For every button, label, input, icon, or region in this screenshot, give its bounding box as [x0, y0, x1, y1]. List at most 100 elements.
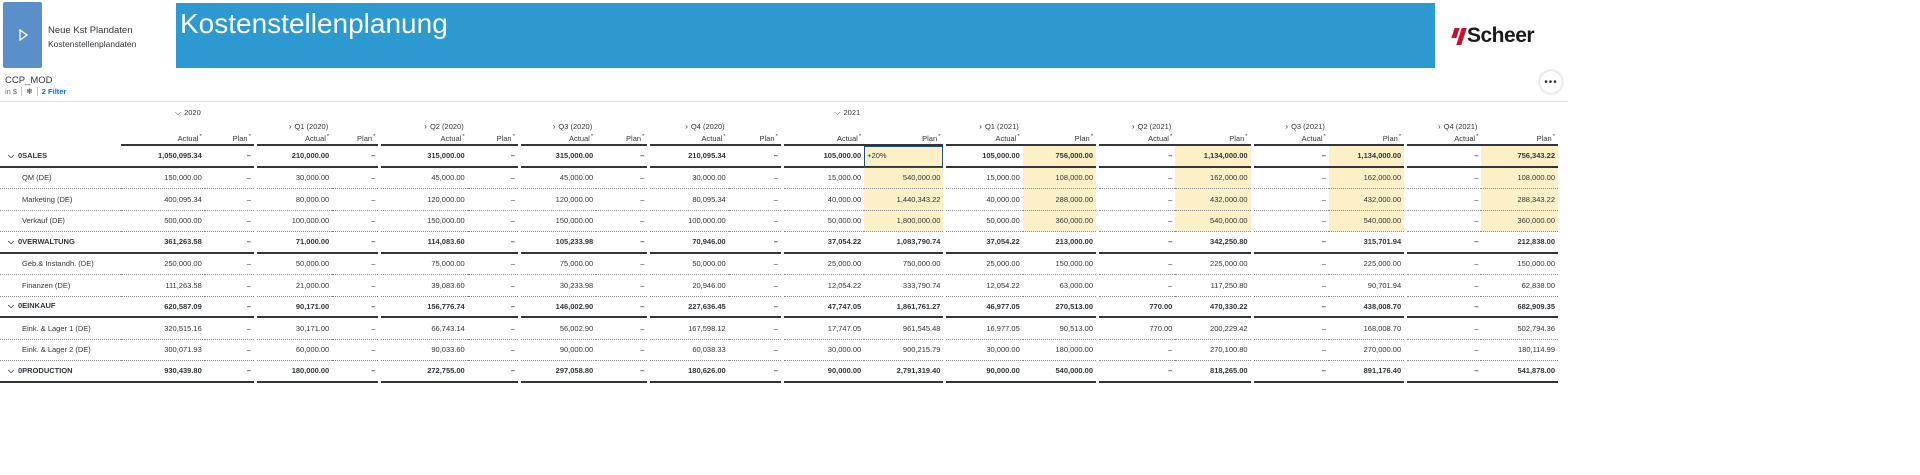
measure-header-plan[interactable]: Plan* [1022, 134, 1097, 146]
quarter-q1-2020-header[interactable]: › Q1 (2020) [288, 121, 329, 131]
plan-cell[interactable]: 540,000.00 [1328, 210, 1405, 232]
measure-header-actual[interactable]: Actual* [520, 134, 597, 146]
measure-header-plan[interactable]: Plan* [1175, 134, 1251, 146]
measure-header-actual[interactable]: Actual* [650, 134, 729, 146]
plan-cell[interactable]: 270,513.00 [1022, 297, 1097, 318]
plan-cell[interactable]: 225,000.00 [1328, 254, 1405, 275]
plan-cell[interactable]: 360,000.00 [1481, 210, 1558, 232]
plan-cell[interactable]: 360,000.00 [1022, 210, 1097, 232]
plan-cell[interactable]: 502,794.36 [1481, 318, 1558, 340]
play-button[interactable] [3, 2, 42, 68]
measure-header-plan[interactable]: Plan* [728, 134, 781, 146]
plan-cell[interactable]: 470,330.22 [1175, 297, 1251, 318]
plan-cell[interactable]: 180,114.99 [1481, 340, 1558, 361]
measure-header-actual[interactable]: Actual* [1407, 134, 1482, 146]
plan-cell[interactable]: 756,000.00 [1022, 146, 1097, 168]
plan-cell[interactable]: 62,838.00 [1481, 275, 1558, 297]
plan-cell[interactable]: 168,008.70 [1328, 318, 1405, 340]
more-options-button[interactable]: ••• [1540, 71, 1562, 93]
plan-cell[interactable]: 750,000.00 [864, 254, 944, 275]
plan-input-cell[interactable]: +20% [864, 146, 944, 168]
measure-header-actual[interactable]: Actual* [783, 134, 865, 146]
measure-header-plan[interactable]: Plan* [596, 134, 648, 146]
plan-cell[interactable]: 90,701.94 [1328, 275, 1405, 297]
plan-cell[interactable]: 2,791,319.40 [864, 361, 944, 383]
plan-cell[interactable]: 540,000.00 [1175, 210, 1251, 232]
plan-cell[interactable]: 1,083,790.74 [864, 232, 944, 254]
plan-cell[interactable]: 270,100.80 [1175, 340, 1251, 361]
filter-link[interactable]: 2 Filter [41, 87, 67, 96]
plan-cell[interactable]: 1,861,761.27 [864, 297, 944, 318]
plan-cell[interactable]: 162,000.00 [1328, 167, 1405, 189]
plan-cell[interactable]: 342,250.80 [1175, 232, 1251, 254]
plan-cell[interactable]: 756,343.22 [1481, 146, 1558, 168]
plan-cell[interactable]: 200,229.42 [1175, 318, 1251, 340]
plan-cell[interactable]: 818,265.00 [1175, 361, 1251, 383]
measure-header-plan[interactable]: Plan* [864, 134, 944, 146]
plan-cell[interactable]: 438,008.70 [1328, 297, 1405, 318]
quarter-q1-2021-header[interactable]: › Q1 (2021) [979, 121, 1019, 131]
quarter-q2-2021-header[interactable]: › Q2 (2021) [1131, 121, 1172, 131]
plan-cell[interactable]: 117,250.80 [1175, 275, 1251, 297]
measure-header-actual[interactable]: Actual* [121, 134, 205, 146]
plan-cell[interactable]: 315,701.94 [1328, 232, 1405, 254]
plan-cell[interactable]: 1,800,000.00 [864, 210, 944, 232]
measure-header-actual[interactable]: Actual* [946, 134, 1023, 146]
quarter-q3-2021-header[interactable]: › Q3 (2021) [1285, 121, 1325, 131]
plan-cell[interactable]: 288,343.22 [1481, 189, 1558, 211]
measure-header-actual[interactable]: Actual* [1253, 134, 1329, 146]
chevron-down-icon[interactable]: ⌵ [8, 150, 15, 160]
chevron-down-icon[interactable]: ⌵ [8, 236, 15, 246]
measure-header-plan[interactable]: Plan* [1481, 134, 1558, 146]
year-2020-header[interactable]: ⌵ 2020 [175, 108, 201, 117]
plan-cell[interactable]: 1,440,343.22 [864, 189, 944, 211]
measure-header-plan[interactable]: Plan* [204, 134, 254, 146]
plan-cell[interactable]: 333,790.74 [864, 275, 944, 297]
plan-cell[interactable]: 432,000.00 [1328, 189, 1405, 211]
plan-cell[interactable]: 162,000.00 [1175, 167, 1251, 189]
settings-icon[interactable]: ❄ [26, 87, 33, 96]
plan-cell[interactable]: 108,000.00 [1481, 167, 1558, 189]
group-row-label[interactable]: ⌵ 0PRODUCTION [0, 361, 122, 383]
plan-cell[interactable]: 541,878.00 [1481, 361, 1558, 383]
plan-cell[interactable]: 1,134,000.00 [1175, 146, 1251, 168]
currency-label: in $ [5, 87, 18, 96]
measure-header-plan[interactable]: Plan* [467, 134, 518, 146]
planning-table[interactable]: ⌵ 2020 ⌵ 2021 › Q1 (2020) › Q2 (2020) › Q3 (2… [0, 101, 1568, 389]
group-row-label[interactable]: ⌵ 0EINKAUF [0, 297, 122, 318]
plan-cell[interactable]: 150,000.00 [1481, 254, 1558, 275]
measure-header-actual[interactable]: Actual* [1099, 134, 1176, 146]
measure-header-actual[interactable]: Actual* [381, 134, 468, 146]
quarter-q2-2020-header[interactable]: › Q2 (2020) [424, 121, 464, 131]
plan-cell[interactable]: 108,000.00 [1022, 167, 1097, 189]
plan-cell[interactable]: 180,000.00 [1022, 340, 1097, 361]
group-row-label[interactable]: ⌵ 0VERWALTUNG [0, 232, 122, 254]
quarter-q4-2021-header[interactable]: › Q4 (2021) [1437, 121, 1478, 131]
plan-cell[interactable]: 150,000.00 [1022, 254, 1097, 275]
plan-cell[interactable]: 891,176.40 [1328, 361, 1405, 383]
plan-cell[interactable]: 540,000.00 [1022, 361, 1097, 383]
plan-cell[interactable]: 900,215.79 [864, 340, 944, 361]
plan-cell[interactable]: 540,000.00 [864, 167, 944, 189]
year-2021-header[interactable]: ⌵ 2021 [834, 108, 861, 117]
measure-header-plan[interactable]: Plan* [332, 134, 379, 146]
group-row-label[interactable]: ⌵ 0SALES [0, 146, 122, 168]
plan-cell[interactable]: 1,134,000.00 [1328, 146, 1405, 168]
quarter-q4-2020-header[interactable]: › Q4 (2020) [685, 121, 725, 131]
plan-cell[interactable]: 961,545.48 [864, 318, 944, 340]
plan-cell[interactable]: 212,838.00 [1481, 232, 1558, 254]
plan-cell[interactable]: 682,909.35 [1481, 297, 1558, 318]
chevron-down-icon[interactable]: ⌵ [8, 365, 15, 375]
plan-cell[interactable]: 225,000.00 [1175, 254, 1251, 275]
measure-header-actual[interactable]: Actual* [256, 134, 333, 146]
plan-cell[interactable]: 432,000.00 [1175, 189, 1251, 211]
plan-cell[interactable]: 288,000.00 [1022, 189, 1097, 211]
measure-header-plan[interactable]: Plan* [1328, 134, 1405, 146]
plan-cell[interactable]: 63,000.00 [1022, 275, 1097, 297]
actual-cell: 500,000.00 [121, 211, 205, 232]
plan-cell[interactable]: 213,000.00 [1022, 232, 1097, 254]
plan-cell[interactable]: 270,000.00 [1328, 340, 1405, 361]
chevron-down-icon[interactable]: ⌵ [8, 301, 15, 311]
quarter-q3-2020-header[interactable]: › Q3 (2020) [552, 121, 593, 131]
plan-cell[interactable]: 90,513.00 [1022, 318, 1097, 340]
